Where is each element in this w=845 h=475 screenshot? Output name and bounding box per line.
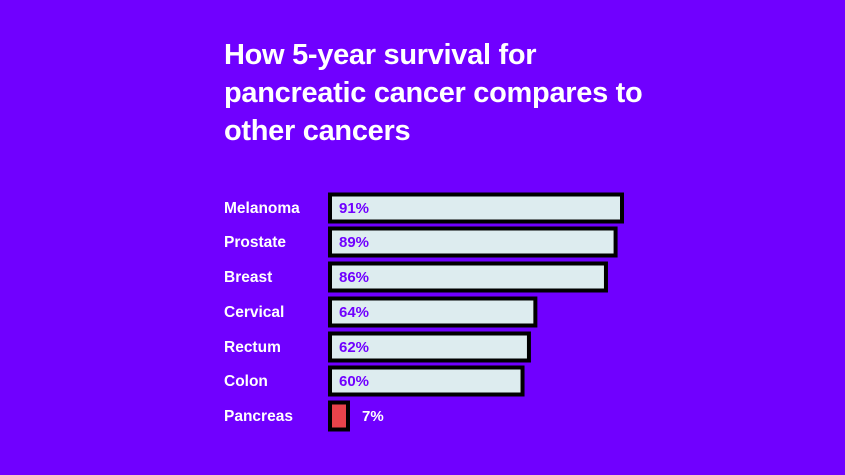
value-label-colon: 60% [339, 373, 369, 390]
bar-cervical [328, 296, 538, 328]
bar-prostate [328, 226, 618, 258]
value-label-breast: 86% [339, 269, 369, 286]
category-label-melanoma: Melanoma [224, 200, 300, 217]
value-label-rectum: 62% [339, 339, 369, 356]
category-label-pancreas: Pancreas [224, 408, 293, 425]
bar-rectum [328, 331, 531, 363]
value-label-prostate: 89% [339, 234, 369, 251]
category-label-colon: Colon [224, 373, 268, 390]
chart-title: How 5-year survival for pancreatic cance… [224, 39, 643, 147]
bar-colon [328, 365, 525, 397]
bar-breast [328, 261, 608, 293]
category-label-prostate: Prostate [224, 234, 286, 251]
value-label-melanoma: 91% [339, 200, 369, 217]
bar-melanoma [328, 192, 624, 224]
value-label-cervical: 64% [339, 304, 369, 321]
category-label-cervical: Cervical [224, 304, 284, 321]
category-label-breast: Breast [224, 269, 272, 286]
value-label-pancreas: 7% [362, 408, 384, 425]
category-label-rectum: Rectum [224, 339, 281, 356]
bar-pancreas [328, 400, 350, 432]
